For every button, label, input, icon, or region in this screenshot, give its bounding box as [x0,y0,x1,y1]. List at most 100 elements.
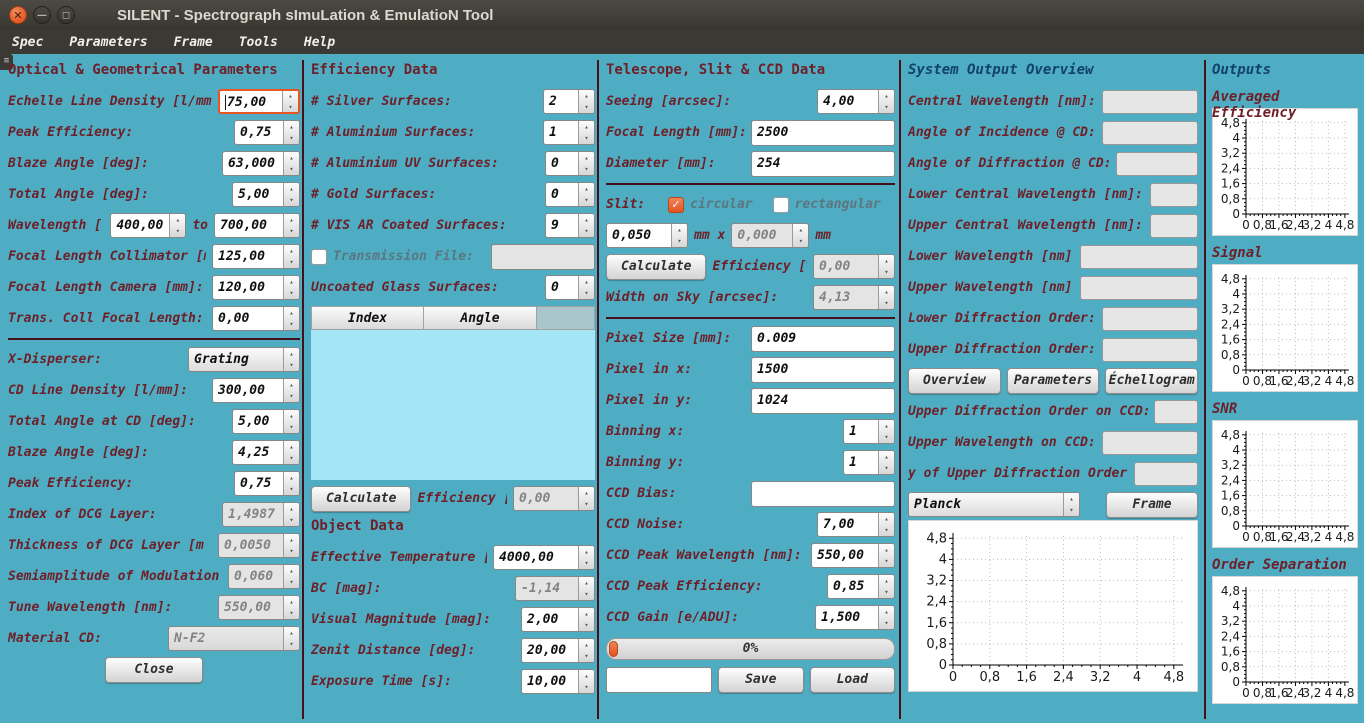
spin-up-icon[interactable]: ▴ [677,225,682,234]
spin-buttons[interactable]: ▴ ▾ [578,183,594,206]
spin-buttons[interactable]: ▴ ▾ [578,546,594,569]
spin-buttons[interactable]: ▴ ▾ [878,451,894,474]
spin-buttons[interactable]: ▴ ▾ [878,420,894,443]
spin-down-icon[interactable]: ▾ [584,500,589,509]
spin-down-icon[interactable]: ▾ [289,227,294,236]
spin-down-icon[interactable]: ▾ [288,102,293,111]
transmission-file-input[interactable] [491,243,595,270]
x-disperser-combobox[interactable]: Grating ▴ ▾ [188,347,300,372]
spin-up-icon[interactable]: ▴ [584,578,589,587]
spin-buttons[interactable]: ▴ ▾ [578,639,594,662]
spin-buttons[interactable]: ▴ ▾ [283,121,299,144]
spin-up-icon[interactable]: ▴ [584,277,589,286]
spin-up-icon[interactable]: ▴ [289,184,294,193]
ccd-peak-efficiency-spinbox[interactable]: 0,85 ▴ ▾ [827,574,895,599]
spin-buttons[interactable]: ▴ ▾ [283,534,299,557]
cd-line-density-l-mm-spinbox[interactable]: 300,00 ▴ ▾ [212,378,300,403]
spin-buttons[interactable]: ▴ ▾ [282,91,298,112]
spin-up-icon[interactable]: ▴ [1069,494,1074,503]
wavelength-to-spinbox[interactable]: 700,00 ▴ ▾ [214,213,300,238]
spin-down-icon[interactable]: ▾ [289,289,294,298]
spin-down-icon[interactable]: ▾ [884,526,889,535]
blaze-angle-deg-spinbox[interactable]: 4,25 ▴ ▾ [232,440,300,465]
spin-up-icon[interactable]: ▴ [884,514,889,523]
spin-up-icon[interactable]: ▴ [584,184,589,193]
focal-length-camera-mm-spinbox[interactable]: 120,00 ▴ ▾ [212,275,300,300]
spin-up-icon[interactable]: ▴ [884,287,889,296]
minimize-window-icon[interactable]: — [33,6,51,24]
spin-up-icon[interactable]: ▴ [798,225,803,234]
semiamplitude-of-modulation-spinbox[interactable]: 0,060 ▴ ▾ [228,564,300,589]
spin-up-icon[interactable]: ▴ [289,566,294,575]
spin-buttons[interactable]: ▴ ▾ [283,410,299,433]
spin-buttons[interactable]: ▴ ▾ [578,487,594,510]
spin-buttons[interactable]: ▴ ▾ [283,379,299,402]
save-button[interactable]: Save [718,666,804,693]
ccd-peak-wavelength-nm-spinbox[interactable]: 550,00 ▴ ▾ [811,543,895,568]
spin-up-icon[interactable]: ▴ [175,215,180,224]
effective-temperature-k-spinbox[interactable]: 4000,00 ▴ ▾ [493,545,595,570]
spin-down-icon[interactable]: ▾ [584,134,589,143]
spin-down-icon[interactable]: ▾ [289,547,294,556]
uncoated-glass-surfaces-spinbox[interactable]: 0 ▴ ▾ [545,275,595,300]
spin-up-icon[interactable]: ▴ [584,547,589,556]
maximize-window-icon[interactable]: ◻ [57,6,75,24]
menu-tools[interactable]: Tools [238,34,278,50]
spin-buttons[interactable]: ▴ ▾ [578,276,594,299]
gold-surfaces-spinbox[interactable]: 0 ▴ ▾ [545,182,595,207]
bc-mag-spinbox[interactable]: -1,14 ▴ ▾ [515,576,595,601]
spin-down-icon[interactable]: ▾ [584,621,589,630]
spin-up-icon[interactable]: ▴ [884,452,889,461]
spin-up-icon[interactable]: ▴ [289,442,294,451]
pixel-size-mm-input[interactable]: 0.009 [751,325,895,352]
spin-buttons[interactable]: ▴ ▾ [671,224,687,247]
spin-up-icon[interactable]: ▴ [584,671,589,680]
parameters-button[interactable]: Parameters [1006,367,1100,394]
focal-length-mm-input[interactable]: 2500 [751,119,895,146]
trans-coll-focal-length-spinbox[interactable]: 0,00 ▴ ▾ [212,306,300,331]
spin-buttons[interactable]: ▴ ▾ [578,152,594,175]
spin-up-icon[interactable]: ▴ [884,545,889,554]
zenit-distance-deg-spinbox[interactable]: 20,00 ▴ ▾ [521,638,595,663]
focal-length-collimator-m-spinbox[interactable]: 125,00 ▴ ▾ [212,244,300,269]
index-of-dcg-layer-spinbox[interactable]: 1,4987 ▴ ▾ [222,502,300,527]
spin-buttons[interactable]: ▴ ▾ [878,544,894,567]
overview-button[interactable]: Overview [908,367,1001,394]
table-body[interactable] [311,330,595,480]
spin-down-icon[interactable]: ▾ [175,227,180,236]
pixel-in-x-input[interactable]: 1500 [751,356,895,383]
spin-buttons[interactable]: ▴ ▾ [578,90,594,113]
spin-buttons[interactable]: ▴ ▾ [1063,493,1079,516]
spin-buttons[interactable]: ▴ ▾ [283,152,299,175]
spin-buttons[interactable]: ▴ ▾ [878,90,894,113]
spin-up-icon[interactable]: ▴ [289,277,294,286]
spin-up-icon[interactable]: ▴ [584,488,589,497]
spin-up-icon[interactable]: ▴ [584,640,589,649]
exposure-time-s-spinbox[interactable]: 10,00 ▴ ▾ [521,669,595,694]
peak-efficiency-spinbox[interactable]: 0,75 ▴ ▾ [234,471,300,496]
spin-buttons[interactable]: ▴ ▾ [283,441,299,464]
binning-y-spinbox[interactable]: 1 ▴ ▾ [843,450,895,475]
spin-buttons[interactable]: ▴ ▾ [578,608,594,631]
spin-up-icon[interactable]: ▴ [584,609,589,618]
spin-buttons[interactable]: ▴ ▾ [283,276,299,299]
load-button[interactable]: Load [809,666,895,693]
circular-checkbox[interactable]: ✓ [668,196,684,213]
spin-down-icon[interactable]: ▾ [584,289,589,298]
calculate-button[interactable]: Calculate [606,253,707,280]
spin-buttons[interactable]: ▴ ▾ [578,670,594,693]
spin-buttons[interactable]: ▴ ▾ [792,224,809,247]
radiation-model-combobox[interactable]: Planck ▴ ▾ [908,492,1080,517]
spin-buttons[interactable]: ▴ ▾ [878,513,894,536]
spin-down-icon[interactable]: ▾ [584,590,589,599]
spin-up-icon[interactable]: ▴ [289,308,294,317]
spin-down-icon[interactable]: ▾ [289,640,294,649]
spin-up-icon[interactable]: ▴ [584,215,589,224]
spin-up-icon[interactable]: ▴ [884,607,889,616]
table-header-index[interactable]: Index [311,306,424,330]
width-on-sky-arcsec-spinbox[interactable]: 4,13 ▴ ▾ [813,285,895,310]
spin-up-icon[interactable]: ▴ [289,380,294,389]
spin-buttons[interactable]: ▴ ▾ [283,307,299,330]
spin-down-icon[interactable]: ▾ [884,268,889,277]
spin-down-icon[interactable]: ▾ [289,423,294,432]
